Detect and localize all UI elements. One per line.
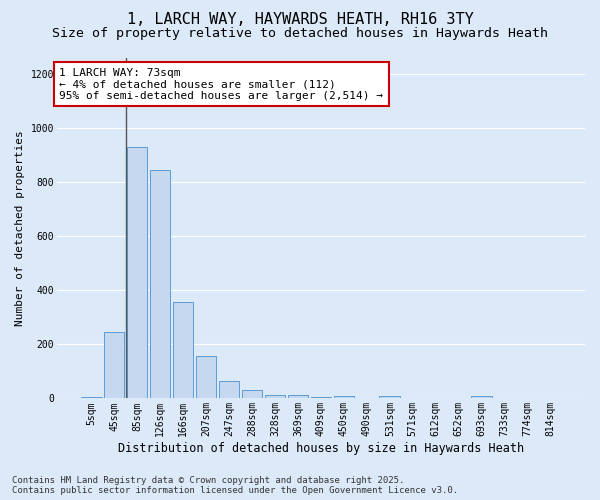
Bar [311, 397, 331, 398]
Bar [379, 396, 400, 398]
Bar [472, 396, 492, 398]
Bar [81, 397, 101, 398]
Text: Contains HM Land Registry data © Crown copyright and database right 2025.
Contai: Contains HM Land Registry data © Crown c… [12, 476, 458, 495]
X-axis label: Distribution of detached houses by size in Haywards Heath: Distribution of detached houses by size … [118, 442, 524, 455]
Text: 1 LARCH WAY: 73sqm
← 4% of detached houses are smaller (112)
95% of semi-detache: 1 LARCH WAY: 73sqm ← 4% of detached hous… [59, 68, 383, 101]
Text: 1, LARCH WAY, HAYWARDS HEATH, RH16 3TY: 1, LARCH WAY, HAYWARDS HEATH, RH16 3TY [127, 12, 473, 28]
Bar [173, 302, 193, 398]
Bar [242, 390, 262, 398]
Bar [127, 147, 148, 399]
Bar [265, 395, 286, 398]
Bar [287, 395, 308, 398]
Y-axis label: Number of detached properties: Number of detached properties [15, 130, 25, 326]
Bar [334, 396, 354, 398]
Text: Size of property relative to detached houses in Haywards Heath: Size of property relative to detached ho… [52, 28, 548, 40]
Bar [150, 170, 170, 398]
Bar [104, 332, 124, 398]
Bar [196, 356, 217, 399]
Bar [218, 382, 239, 398]
